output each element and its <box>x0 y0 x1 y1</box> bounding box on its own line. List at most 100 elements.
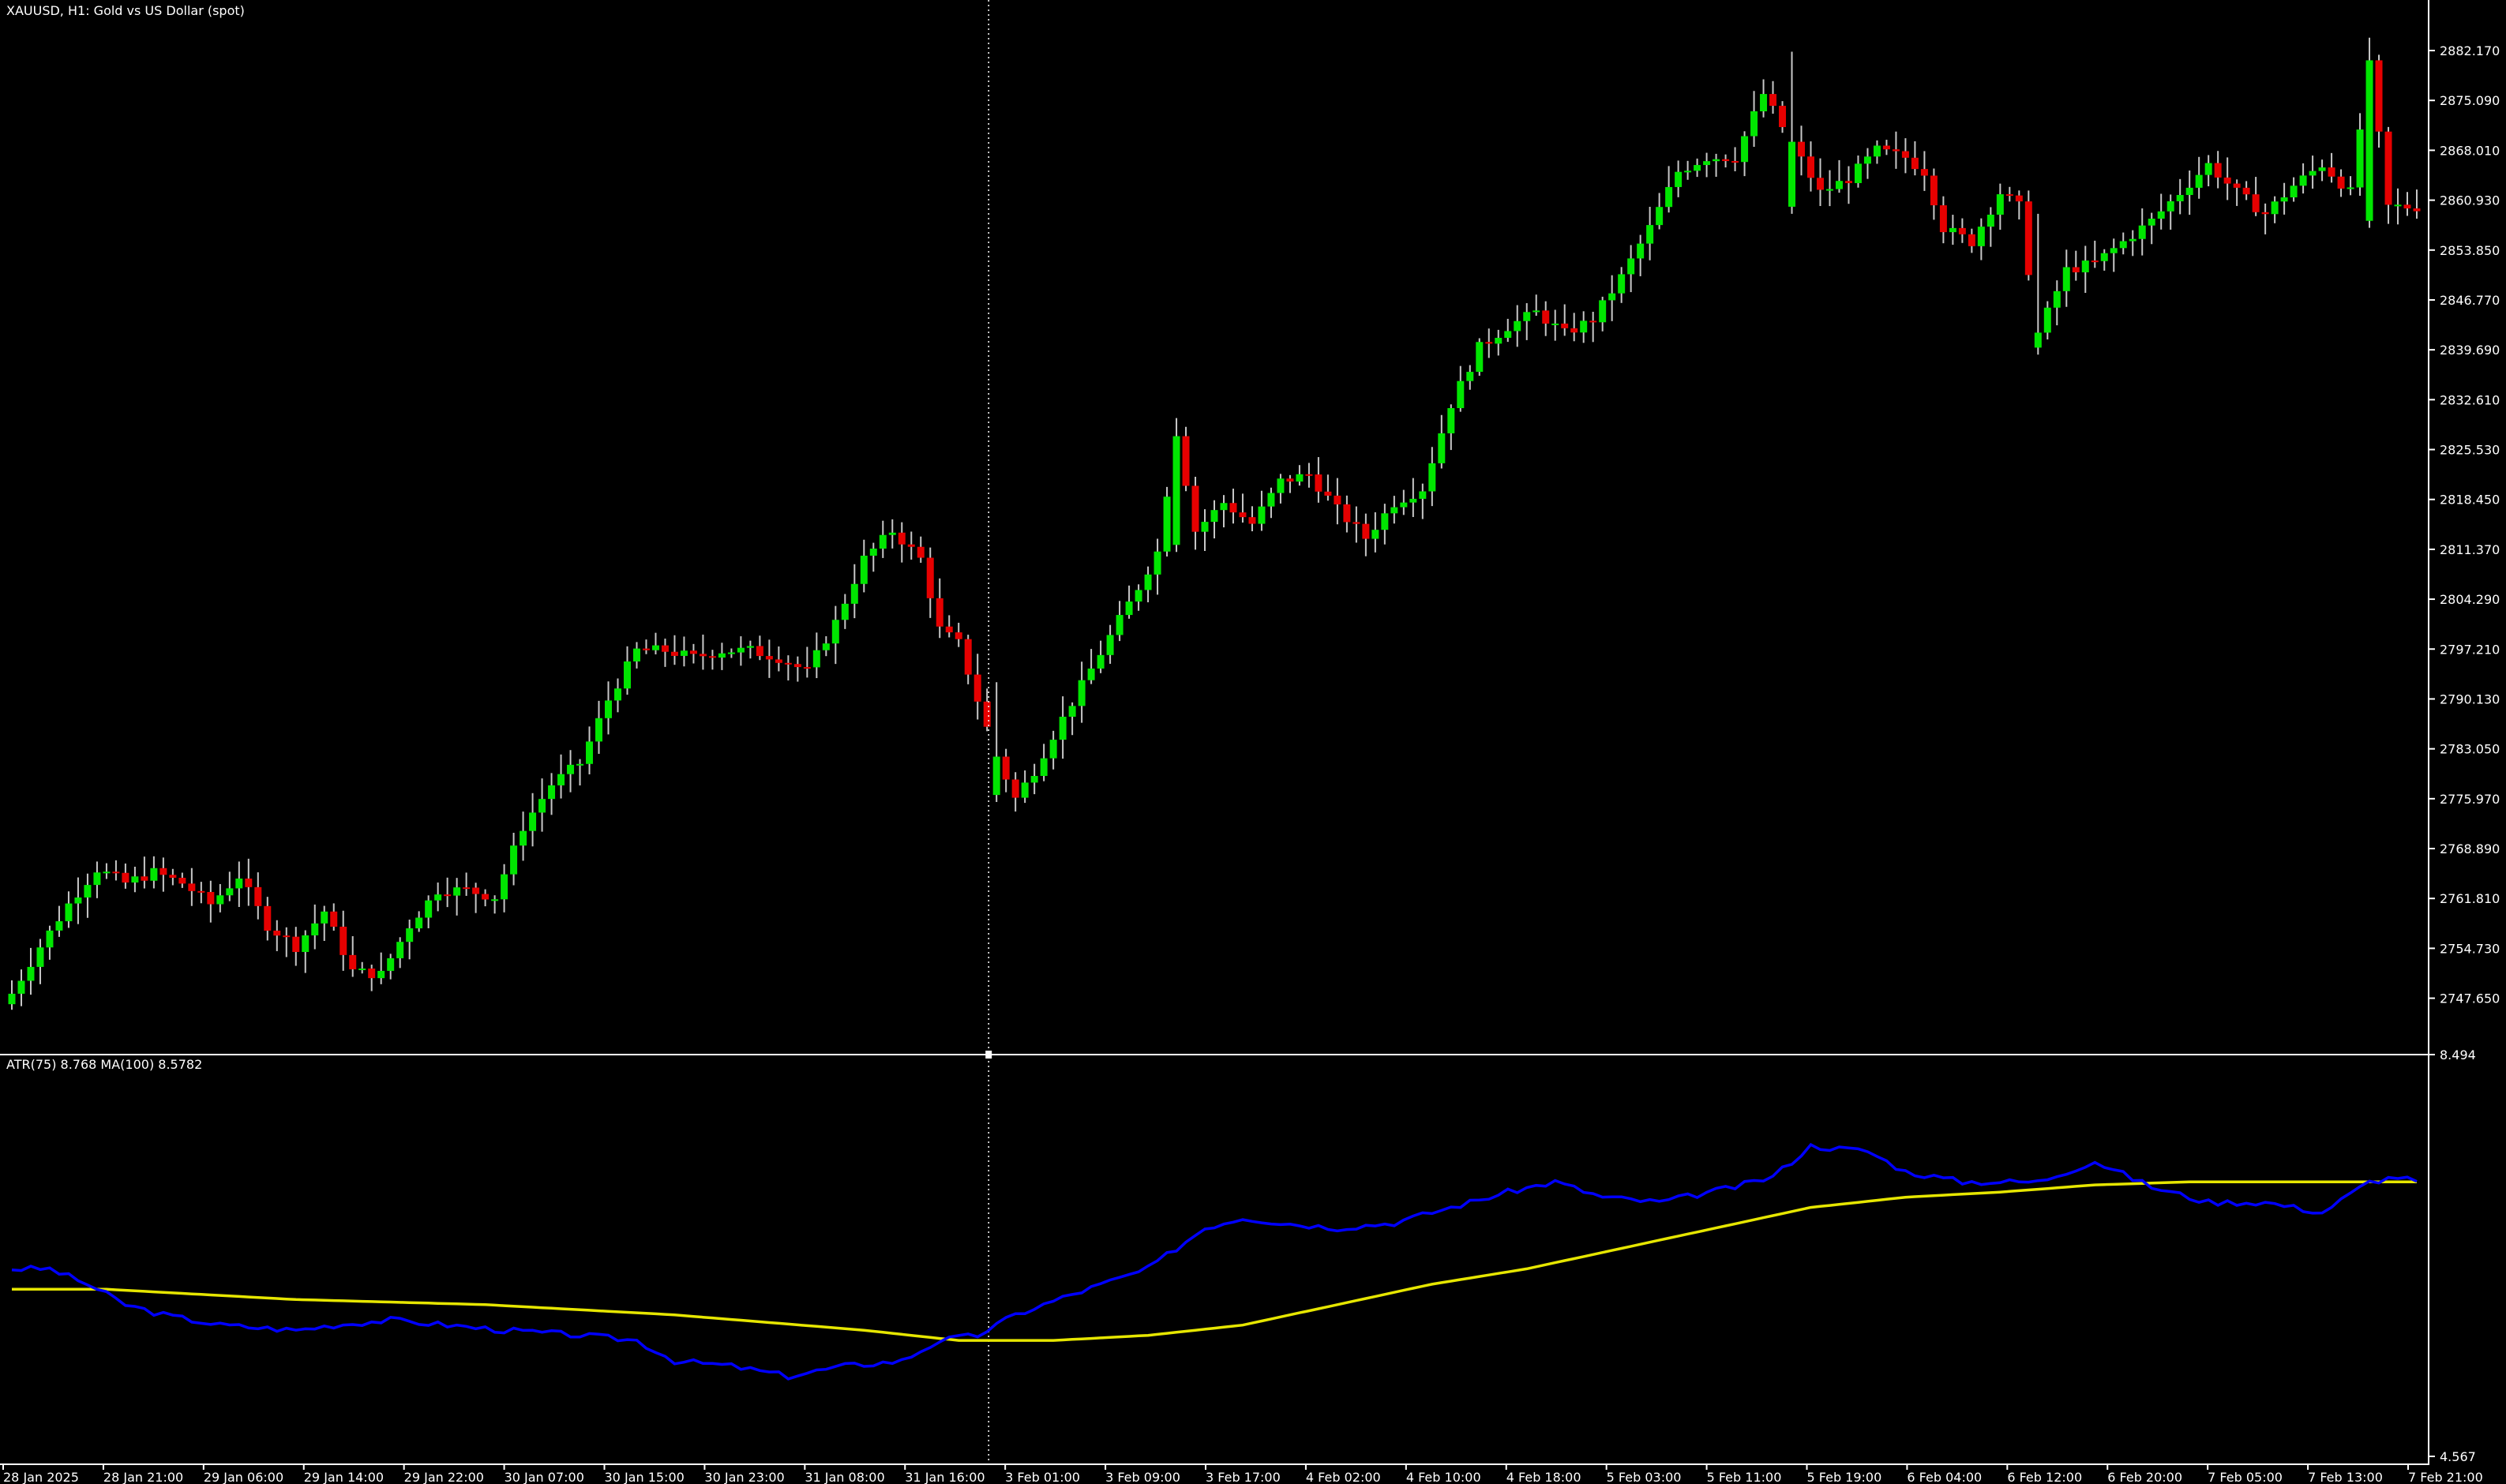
bull-candle <box>1371 530 1379 539</box>
bull-candle <box>2053 290 2061 308</box>
price-tick-label: 2818.450 <box>2440 493 2500 508</box>
bear-candle <box>1844 181 1852 183</box>
bull-candle <box>2394 204 2402 207</box>
bull-candle <box>1277 478 1285 493</box>
bull-candle <box>718 653 726 658</box>
bear-candle <box>2223 177 2231 184</box>
price-tick-label: 2804.290 <box>2440 592 2500 607</box>
bull-candle <box>65 903 73 922</box>
bull-candle <box>302 935 309 953</box>
price-tick-label: 2853.850 <box>2440 243 2500 258</box>
bull-candle <box>1087 668 1095 680</box>
bull-candle <box>1116 615 1124 635</box>
time-tick-label: 6 Feb 20:00 <box>2107 1470 2182 1484</box>
bull-candle <box>1438 433 1446 463</box>
bull-candle <box>1949 227 1956 233</box>
bull-candle <box>425 900 433 918</box>
bull-candle <box>1703 161 1711 166</box>
bear-candle <box>159 868 167 875</box>
bear-candle <box>2072 267 2080 272</box>
bull-candle <box>1400 502 1408 508</box>
price-tick-label: 2775.970 <box>2440 792 2500 807</box>
bull-candle <box>520 830 527 846</box>
bull-candle <box>2138 225 2146 239</box>
bear-candle <box>254 886 262 906</box>
bear-candle <box>1239 512 1247 518</box>
bear-candle <box>2024 201 2032 275</box>
bear-candle <box>292 936 300 953</box>
bear-candle <box>661 645 669 652</box>
bull-candle <box>576 763 584 766</box>
time-tick-label: 3 Feb 17:00 <box>1206 1470 1281 1484</box>
bull-candle <box>1409 498 1417 503</box>
bear-candle <box>112 871 120 874</box>
bull-candle <box>2100 253 2108 261</box>
bull-candle <box>93 872 101 886</box>
bull-candle <box>1447 408 1455 433</box>
bear-candle <box>2233 183 2241 188</box>
bear-candle <box>207 892 215 905</box>
bull-candle <box>2365 60 2373 221</box>
bull-candle <box>1873 145 1881 157</box>
bull-candle <box>2204 163 2212 175</box>
bull-candle <box>1580 320 1588 333</box>
bull-candle <box>2195 174 2203 188</box>
bear-candle <box>188 883 196 891</box>
bear-candle <box>1191 485 1199 532</box>
time-tick-label: 29 Jan 22:00 <box>404 1470 484 1484</box>
bull-candle <box>1163 497 1171 552</box>
time-labels: 28 Jan 2025 28 Jan 21:00 29 Jan 06:00 29 Ja… <box>2 1464 2483 1484</box>
bull-candle <box>150 868 158 881</box>
bear-candle <box>1807 156 1815 178</box>
bull-candle <box>651 645 659 650</box>
bear-candle <box>955 632 962 639</box>
bull-candle <box>1646 225 1654 244</box>
time-tick-label: 5 Feb 03:00 <box>1607 1470 1682 1484</box>
bear-candle <box>340 926 347 955</box>
bear-candle <box>2337 176 2345 189</box>
bull-candle <box>605 700 613 718</box>
bear-candle <box>1958 227 1966 234</box>
bull-candle <box>8 993 16 1005</box>
bull-candle <box>1049 740 1057 759</box>
bull-candle <box>1135 590 1142 602</box>
bull-candle <box>501 874 508 900</box>
bull-candle <box>235 879 243 889</box>
bull-candle <box>841 603 849 620</box>
bull-candle <box>1760 94 1768 112</box>
bull-candle <box>1694 165 1701 171</box>
bear-candle <box>1324 491 1332 496</box>
bear-candle <box>245 879 253 887</box>
time-tick-label: 28 Jan 21:00 <box>103 1470 183 1484</box>
bull-candle <box>415 917 423 929</box>
bear-candle <box>1882 145 1890 150</box>
bull-candle <box>1296 474 1304 482</box>
bull-candle <box>879 534 887 549</box>
bull-candle <box>1078 680 1086 706</box>
bull-candle <box>586 741 594 764</box>
bull-candle <box>1750 111 1758 137</box>
time-tick-label: 30 Jan 07:00 <box>505 1470 584 1484</box>
bear-candle <box>1968 234 1975 246</box>
bull-candle <box>55 921 63 931</box>
bear-candle <box>2214 163 2222 178</box>
bull-candle <box>387 957 395 971</box>
bear-candle <box>368 968 376 979</box>
bull-candle <box>1466 372 1474 381</box>
bull-candle <box>1665 186 1673 208</box>
bull-candle <box>822 643 830 650</box>
bear-candle <box>1362 523 1370 539</box>
time-tick-label: 7 Feb 13:00 <box>2308 1470 2383 1484</box>
bull-candle <box>453 887 461 896</box>
bear-candle <box>2328 167 2335 177</box>
price-tick-label: 2875.090 <box>2440 93 2500 108</box>
bull-candle <box>2110 248 2118 253</box>
time-tick-label: 4 Feb 02:00 <box>1306 1470 1381 1484</box>
bull-candle <box>1267 493 1275 507</box>
time-tick-label: 31 Jan 16:00 <box>905 1470 985 1484</box>
time-tick-label: 5 Feb 19:00 <box>1807 1470 1882 1484</box>
bull-candle <box>2185 187 2193 196</box>
bear-candle <box>1343 504 1351 523</box>
chart-title: XAUUSD, H1: Gold vs US Dollar (spot) <box>6 3 245 18</box>
